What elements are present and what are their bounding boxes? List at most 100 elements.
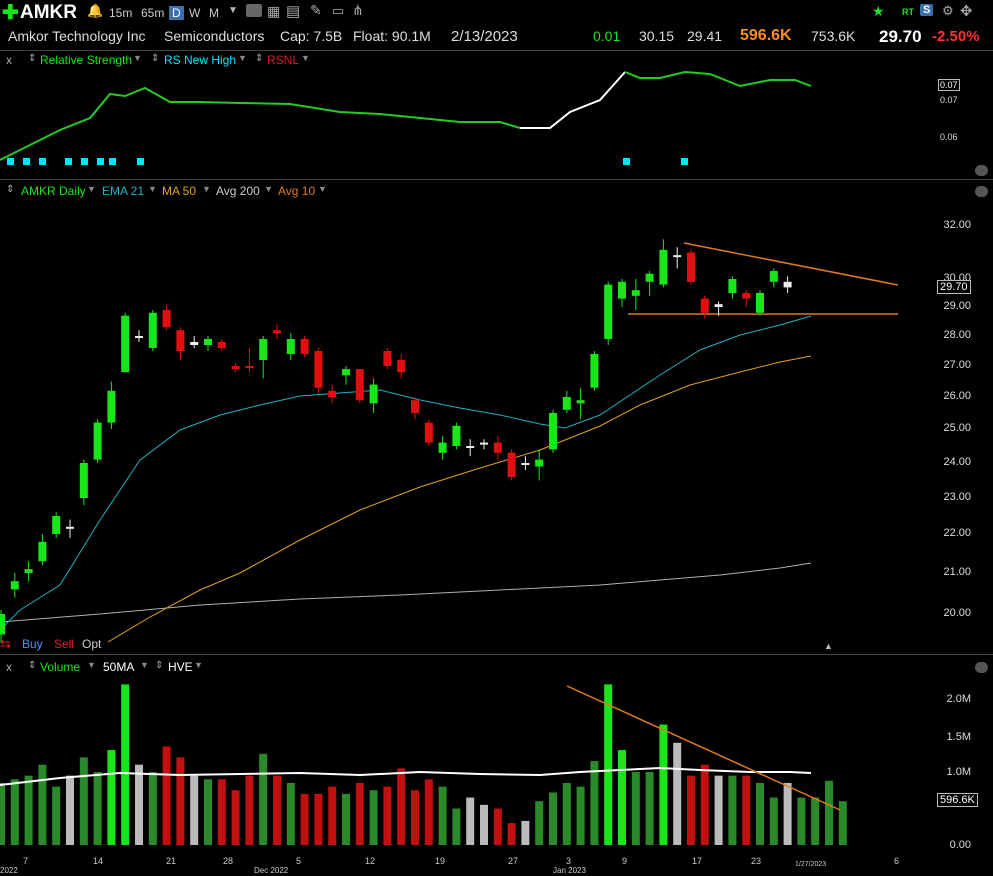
close-rs-panel-button[interactable]: x — [6, 53, 12, 67]
close-volume-panel-button[interactable]: x — [6, 660, 12, 674]
scroll-up-icon[interactable]: ▲ — [824, 641, 833, 651]
price-panel-header: ⇕ AMKR Daily ▼ EMA 21 ▼ MA 50 ▼ Avg 200 … — [0, 183, 993, 199]
resistance-trendline — [683, 242, 899, 286]
volume-bar — [135, 764, 143, 845]
options-button[interactable]: Opt — [82, 637, 102, 651]
rs-new-high-marker — [137, 158, 144, 165]
bell-icon[interactable]: 🔔 — [87, 3, 104, 18]
volume-panel-header: x ⇕ Volume ▼ 50MA ▼ ⇕ HVE ▼ — [0, 659, 993, 675]
volume-scale-label: 1.5M — [946, 731, 971, 743]
share-icon[interactable]: ⋔ — [352, 2, 364, 18]
dropdown-icon[interactable]: ▼ — [140, 660, 149, 670]
indicator-avg10[interactable]: Avg 10 — [278, 184, 316, 198]
candle-body — [300, 339, 309, 354]
chart-type-icon[interactable] — [246, 4, 262, 17]
dropdown-icon[interactable]: ▼ — [148, 184, 157, 194]
dropdown-icon[interactable]: ▼ — [264, 184, 273, 194]
x-axis-label: 19 — [435, 856, 446, 866]
dropdown-icon[interactable]: ▼ — [238, 53, 247, 63]
volume-panel-scroll-handle[interactable] — [975, 662, 988, 673]
reorder-icon[interactable]: ⇕ — [28, 660, 37, 671]
volume-bar — [769, 797, 778, 845]
volume-bar — [66, 775, 74, 845]
candle-body — [314, 351, 323, 388]
candle-body — [507, 452, 516, 477]
volume-bar — [52, 786, 61, 845]
reorder-icon[interactable]: ⇕ — [155, 660, 164, 671]
s-icon[interactable]: S — [920, 4, 934, 16]
candle-body — [355, 369, 364, 401]
candle-body — [0, 614, 5, 635]
volume-bar — [452, 808, 461, 845]
x-axis-label: 6 — [894, 856, 900, 866]
volume-bar — [507, 823, 516, 845]
x-axis-label: 17 — [692, 856, 703, 866]
candle-body — [107, 390, 116, 423]
reorder-icon[interactable]: ⇕ — [6, 184, 15, 195]
timeframe-monthly[interactable]: M — [209, 6, 219, 20]
dropdown-icon[interactable]: ▼ — [133, 53, 142, 63]
candle-body — [121, 315, 130, 373]
reorder-icon[interactable]: ⇕ — [255, 53, 264, 64]
star-icon[interactable]: ★ — [872, 3, 885, 19]
rt-icon[interactable]: RT — [902, 7, 914, 17]
indicator-avg200[interactable]: Avg 200 — [216, 184, 260, 198]
dropdown-icon[interactable]: ▼ — [87, 184, 96, 194]
dropdown-icon[interactable]: ▼ — [318, 184, 327, 194]
candle-body — [259, 339, 268, 360]
volume-bar — [562, 782, 571, 845]
candle-body — [231, 366, 240, 370]
dropdown-icon[interactable]: ▼ — [194, 660, 203, 670]
indicator-rsnl[interactable]: RSNL — [267, 53, 300, 67]
volume-bar — [700, 764, 709, 845]
indicator-hve[interactable]: HVE — [168, 660, 193, 674]
price-panel-scroll-handle[interactable] — [975, 186, 988, 197]
layout-icon[interactable]: ▦ — [267, 3, 281, 19]
move-icon[interactable]: ✥ — [960, 3, 973, 20]
candle-body — [756, 293, 764, 313]
price-scale-label: 28.00 — [943, 329, 971, 341]
calculator-icon[interactable]: ▤ — [286, 3, 301, 20]
indicator-ema21[interactable]: EMA 21 — [102, 184, 145, 198]
timeframe-65m[interactable]: 65m — [141, 6, 165, 20]
rs-panel-scroll-handle[interactable] — [975, 165, 988, 176]
timeframe-dropdown-icon[interactable]: ▼ — [228, 5, 238, 16]
volume-bar — [217, 779, 226, 845]
indicator-relative-strength[interactable]: Relative Strength — [40, 53, 133, 67]
timeframe-weekly[interactable]: W — [189, 6, 201, 20]
sell-button[interactable]: Sell — [54, 637, 75, 651]
rs-line-segment — [520, 71, 626, 129]
candle-body — [411, 400, 419, 413]
reorder-icon[interactable]: ⇕ — [28, 53, 37, 64]
price-scale-label: 29.00 — [943, 300, 971, 312]
timeframe-daily[interactable]: D — [169, 6, 184, 20]
volume-bar — [342, 793, 350, 845]
dropdown-icon[interactable]: ▼ — [301, 53, 310, 63]
volume-bar — [493, 808, 502, 845]
candle-body — [93, 422, 102, 460]
candle-body — [66, 526, 74, 529]
draw-pencil-icon[interactable]: ✎ — [310, 2, 322, 18]
reorder-icon[interactable]: ⇕ — [151, 53, 160, 64]
volume-bar — [231, 790, 240, 845]
edit-icon[interactable]: ▭ — [332, 3, 345, 18]
dropdown-icon[interactable]: ▼ — [87, 660, 96, 670]
volume-bar — [756, 782, 764, 845]
indicator-rs-new-high[interactable]: RS New High — [164, 53, 237, 67]
plugin-icon[interactable]: ⚙ — [942, 3, 954, 18]
indicator-volume[interactable]: Volume — [40, 660, 81, 674]
indicator-50ma[interactable]: 50MA — [103, 660, 135, 674]
indicator-ma50[interactable]: MA 50 — [162, 184, 197, 198]
candle-body — [176, 330, 185, 351]
ticker-symbol[interactable]: AMKR — [20, 2, 77, 23]
dropdown-icon[interactable]: ▼ — [202, 184, 211, 194]
volume-bar — [0, 782, 5, 845]
indicator-amkr-daily[interactable]: AMKR Daily — [21, 184, 86, 198]
add-icon[interactable]: ✚ — [2, 2, 19, 24]
candle-body — [466, 446, 475, 448]
timeframe-15m[interactable]: 15m — [109, 6, 133, 20]
change-value: 0.01 — [593, 28, 621, 44]
buy-button[interactable]: Buy — [22, 637, 43, 651]
trade-arrows-icon[interactable]: ⇆ — [0, 636, 11, 651]
price-candlestick-chart — [0, 239, 899, 643]
